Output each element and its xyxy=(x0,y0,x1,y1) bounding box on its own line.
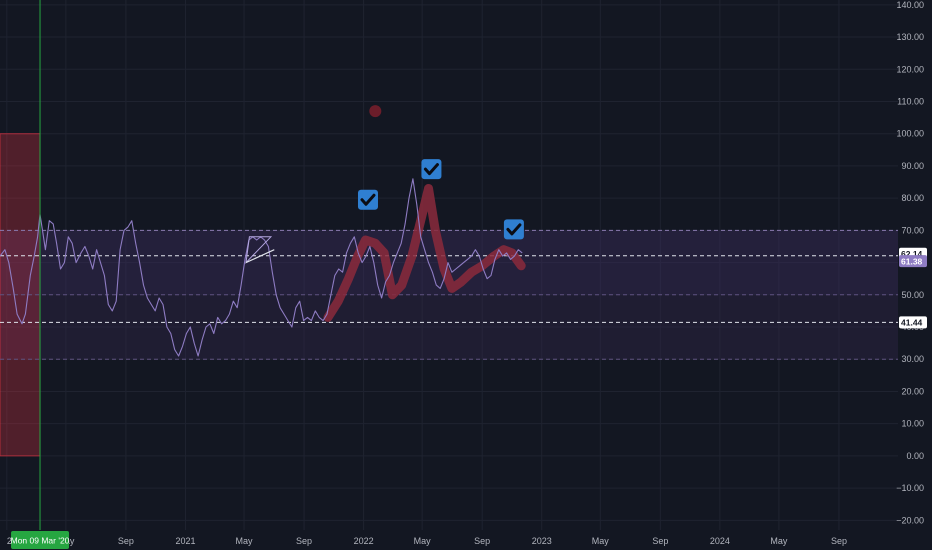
y-tick-label: 70.00 xyxy=(901,225,924,235)
highlight-line xyxy=(323,184,526,322)
bands xyxy=(0,230,898,360)
price-tag-label: 41.44 xyxy=(901,318,923,328)
y-tick-label: 80.00 xyxy=(901,193,924,203)
price-tag-label: 61.38 xyxy=(901,256,923,266)
x-axis-background xyxy=(0,530,932,550)
band xyxy=(0,294,898,360)
price-tag-label: 62.14 xyxy=(901,249,923,259)
x-tick-label: May xyxy=(770,536,788,546)
x-tick-label: Sep xyxy=(118,536,134,546)
y-tick-label: −20.00 xyxy=(896,515,924,525)
x-tick-label: Sep xyxy=(831,536,847,546)
x-tick-label: 2024 xyxy=(710,536,730,546)
y-tick-label: 50.00 xyxy=(901,290,924,300)
crosshair-date-label: Mon 09 Mar '20 xyxy=(11,536,70,546)
triangle-shape[interactable] xyxy=(245,236,273,265)
checkmark-icon xyxy=(506,223,522,236)
checkmark-icon xyxy=(360,193,376,206)
y-tick-label: 100.00 xyxy=(896,129,924,139)
y-tick-label: 30.00 xyxy=(901,354,924,364)
x-tick-label: 2021 xyxy=(175,536,195,546)
y-tick-label: 140.00 xyxy=(896,0,924,10)
red-box-rect xyxy=(0,133,41,457)
checkmark-icon xyxy=(423,163,439,176)
triangle-drawing[interactable] xyxy=(245,236,275,265)
y-axis-background xyxy=(898,0,932,550)
trend-line[interactable] xyxy=(245,249,275,264)
highlight-path xyxy=(323,184,526,322)
crosshair-date-badge xyxy=(11,531,70,549)
reference-lines xyxy=(0,229,898,360)
marker xyxy=(369,105,382,118)
y-tick-label: 110.00 xyxy=(897,96,924,106)
checkmarks[interactable] xyxy=(357,159,524,240)
x-tick-label: May xyxy=(414,536,432,546)
x-axis[interactable]: 20MaySep2021MaySep2022MaySep2023MaySep20… xyxy=(0,530,932,550)
marker-dot xyxy=(369,105,382,118)
x-tick-label: Sep xyxy=(296,536,312,546)
price-tag xyxy=(899,255,927,268)
x-tick-label: May xyxy=(236,536,254,546)
price-tag xyxy=(899,316,927,329)
y-tick-label: 130.00 xyxy=(896,32,924,42)
red-box xyxy=(0,133,41,457)
x-tick-label: Sep xyxy=(474,536,490,546)
y-tick-label: 0.00 xyxy=(906,451,924,461)
x-tick-label: 2022 xyxy=(354,536,374,546)
x-tick-label: May xyxy=(592,536,610,546)
y-tick-label: 10.00 xyxy=(901,419,924,429)
x-tick-label: Sep xyxy=(652,536,668,546)
y-tick-label: 90.00 xyxy=(901,161,924,171)
y-tick-label: −10.00 xyxy=(896,483,924,493)
y-tick-label: 120.00 xyxy=(896,64,924,74)
x-tick-label: 2023 xyxy=(532,536,552,546)
y-tick-label: 20.00 xyxy=(901,386,924,396)
y-axis[interactable]: 140.00 130.00 120.00 110.00 100.00 90.00 80.00… xyxy=(896,0,932,550)
